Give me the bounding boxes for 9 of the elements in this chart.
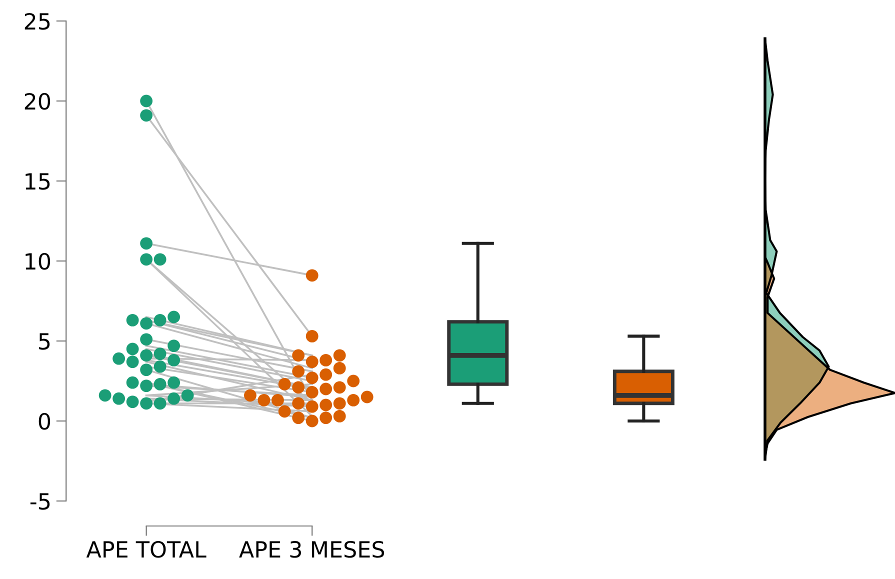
x-tick-label: APE TOTAL	[86, 540, 206, 558]
y-tick-label: 15	[26, 173, 50, 190]
y-tick-label: 0	[38, 412, 50, 430]
y-tick-label: 10	[26, 252, 50, 270]
y-tick-label: 20	[24, 92, 50, 110]
y-tick-label: 25	[24, 12, 50, 30]
x-tick-label: APE 3 MESES	[239, 540, 384, 558]
y-tick-label: -5	[30, 493, 50, 510]
y-tick-label: 5	[39, 333, 50, 350]
